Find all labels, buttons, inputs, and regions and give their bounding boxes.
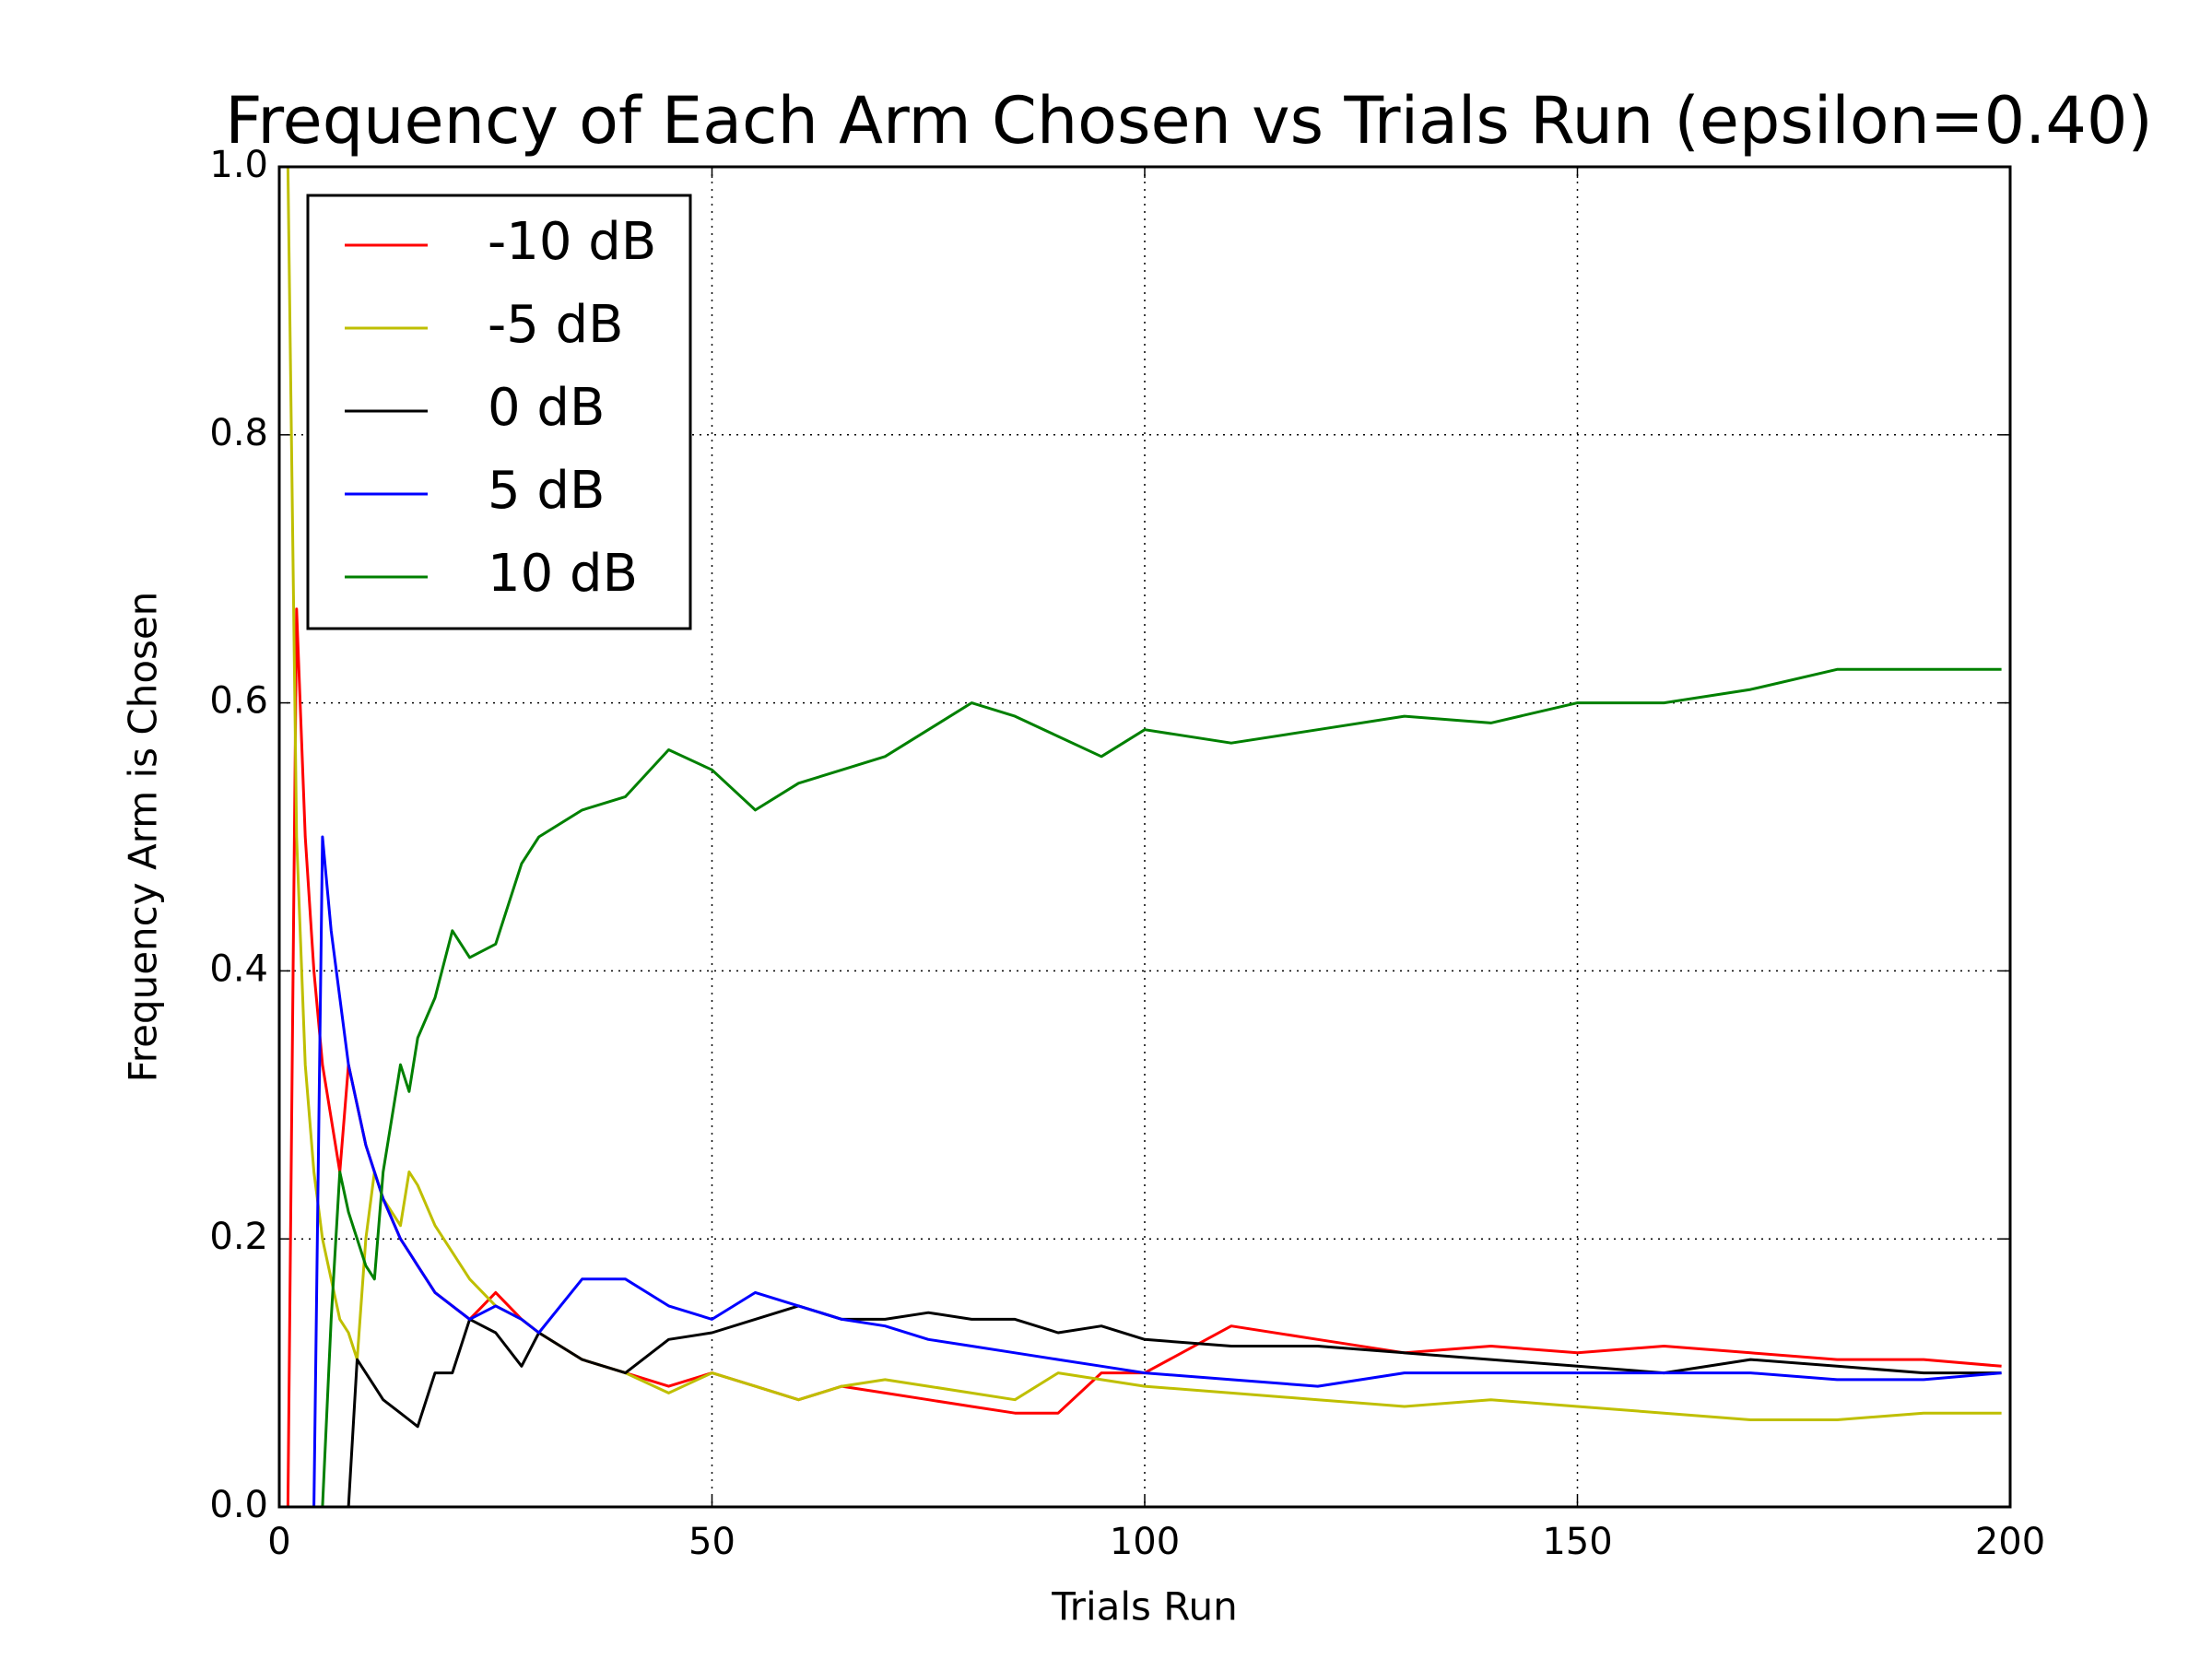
legend-label: -10 dB bbox=[488, 212, 656, 272]
series-line bbox=[288, 667, 2002, 1509]
series-line bbox=[288, 1304, 2002, 1509]
y-tick-label: 0.4 bbox=[209, 947, 268, 990]
legend-label: 0 dB bbox=[488, 378, 605, 438]
x-tick-label: 100 bbox=[1110, 1521, 1180, 1563]
legend: -10 dB -5 dB 0 dB 5 dB 10 dB bbox=[306, 194, 692, 630]
legend-label: 5 dB bbox=[488, 461, 605, 521]
series-line bbox=[288, 835, 2002, 1509]
y-axis-label: Frequency Arm is Chosen bbox=[121, 592, 166, 1083]
x-tick-label: 200 bbox=[1975, 1521, 2045, 1563]
y-tick-label: 0.0 bbox=[209, 1484, 268, 1526]
x-tick-label: 0 bbox=[267, 1521, 290, 1563]
y-tick-label: 0.2 bbox=[209, 1216, 268, 1258]
chart-title: Frequency of Each Arm Chosen vs Trials R… bbox=[225, 83, 2153, 159]
y-tick-label: 0.6 bbox=[209, 680, 268, 723]
y-tick-label: 1.0 bbox=[209, 144, 268, 186]
x-tick-label: 150 bbox=[1542, 1521, 1612, 1563]
x-axis-label: Trials Run bbox=[1051, 1584, 1238, 1630]
y-tick-label: 0.8 bbox=[209, 412, 268, 454]
plot-frame bbox=[277, 165, 2012, 1509]
x-tick-label: 50 bbox=[688, 1521, 735, 1563]
legend-label: -5 dB bbox=[488, 295, 624, 355]
legend-label: 10 dB bbox=[488, 544, 638, 604]
